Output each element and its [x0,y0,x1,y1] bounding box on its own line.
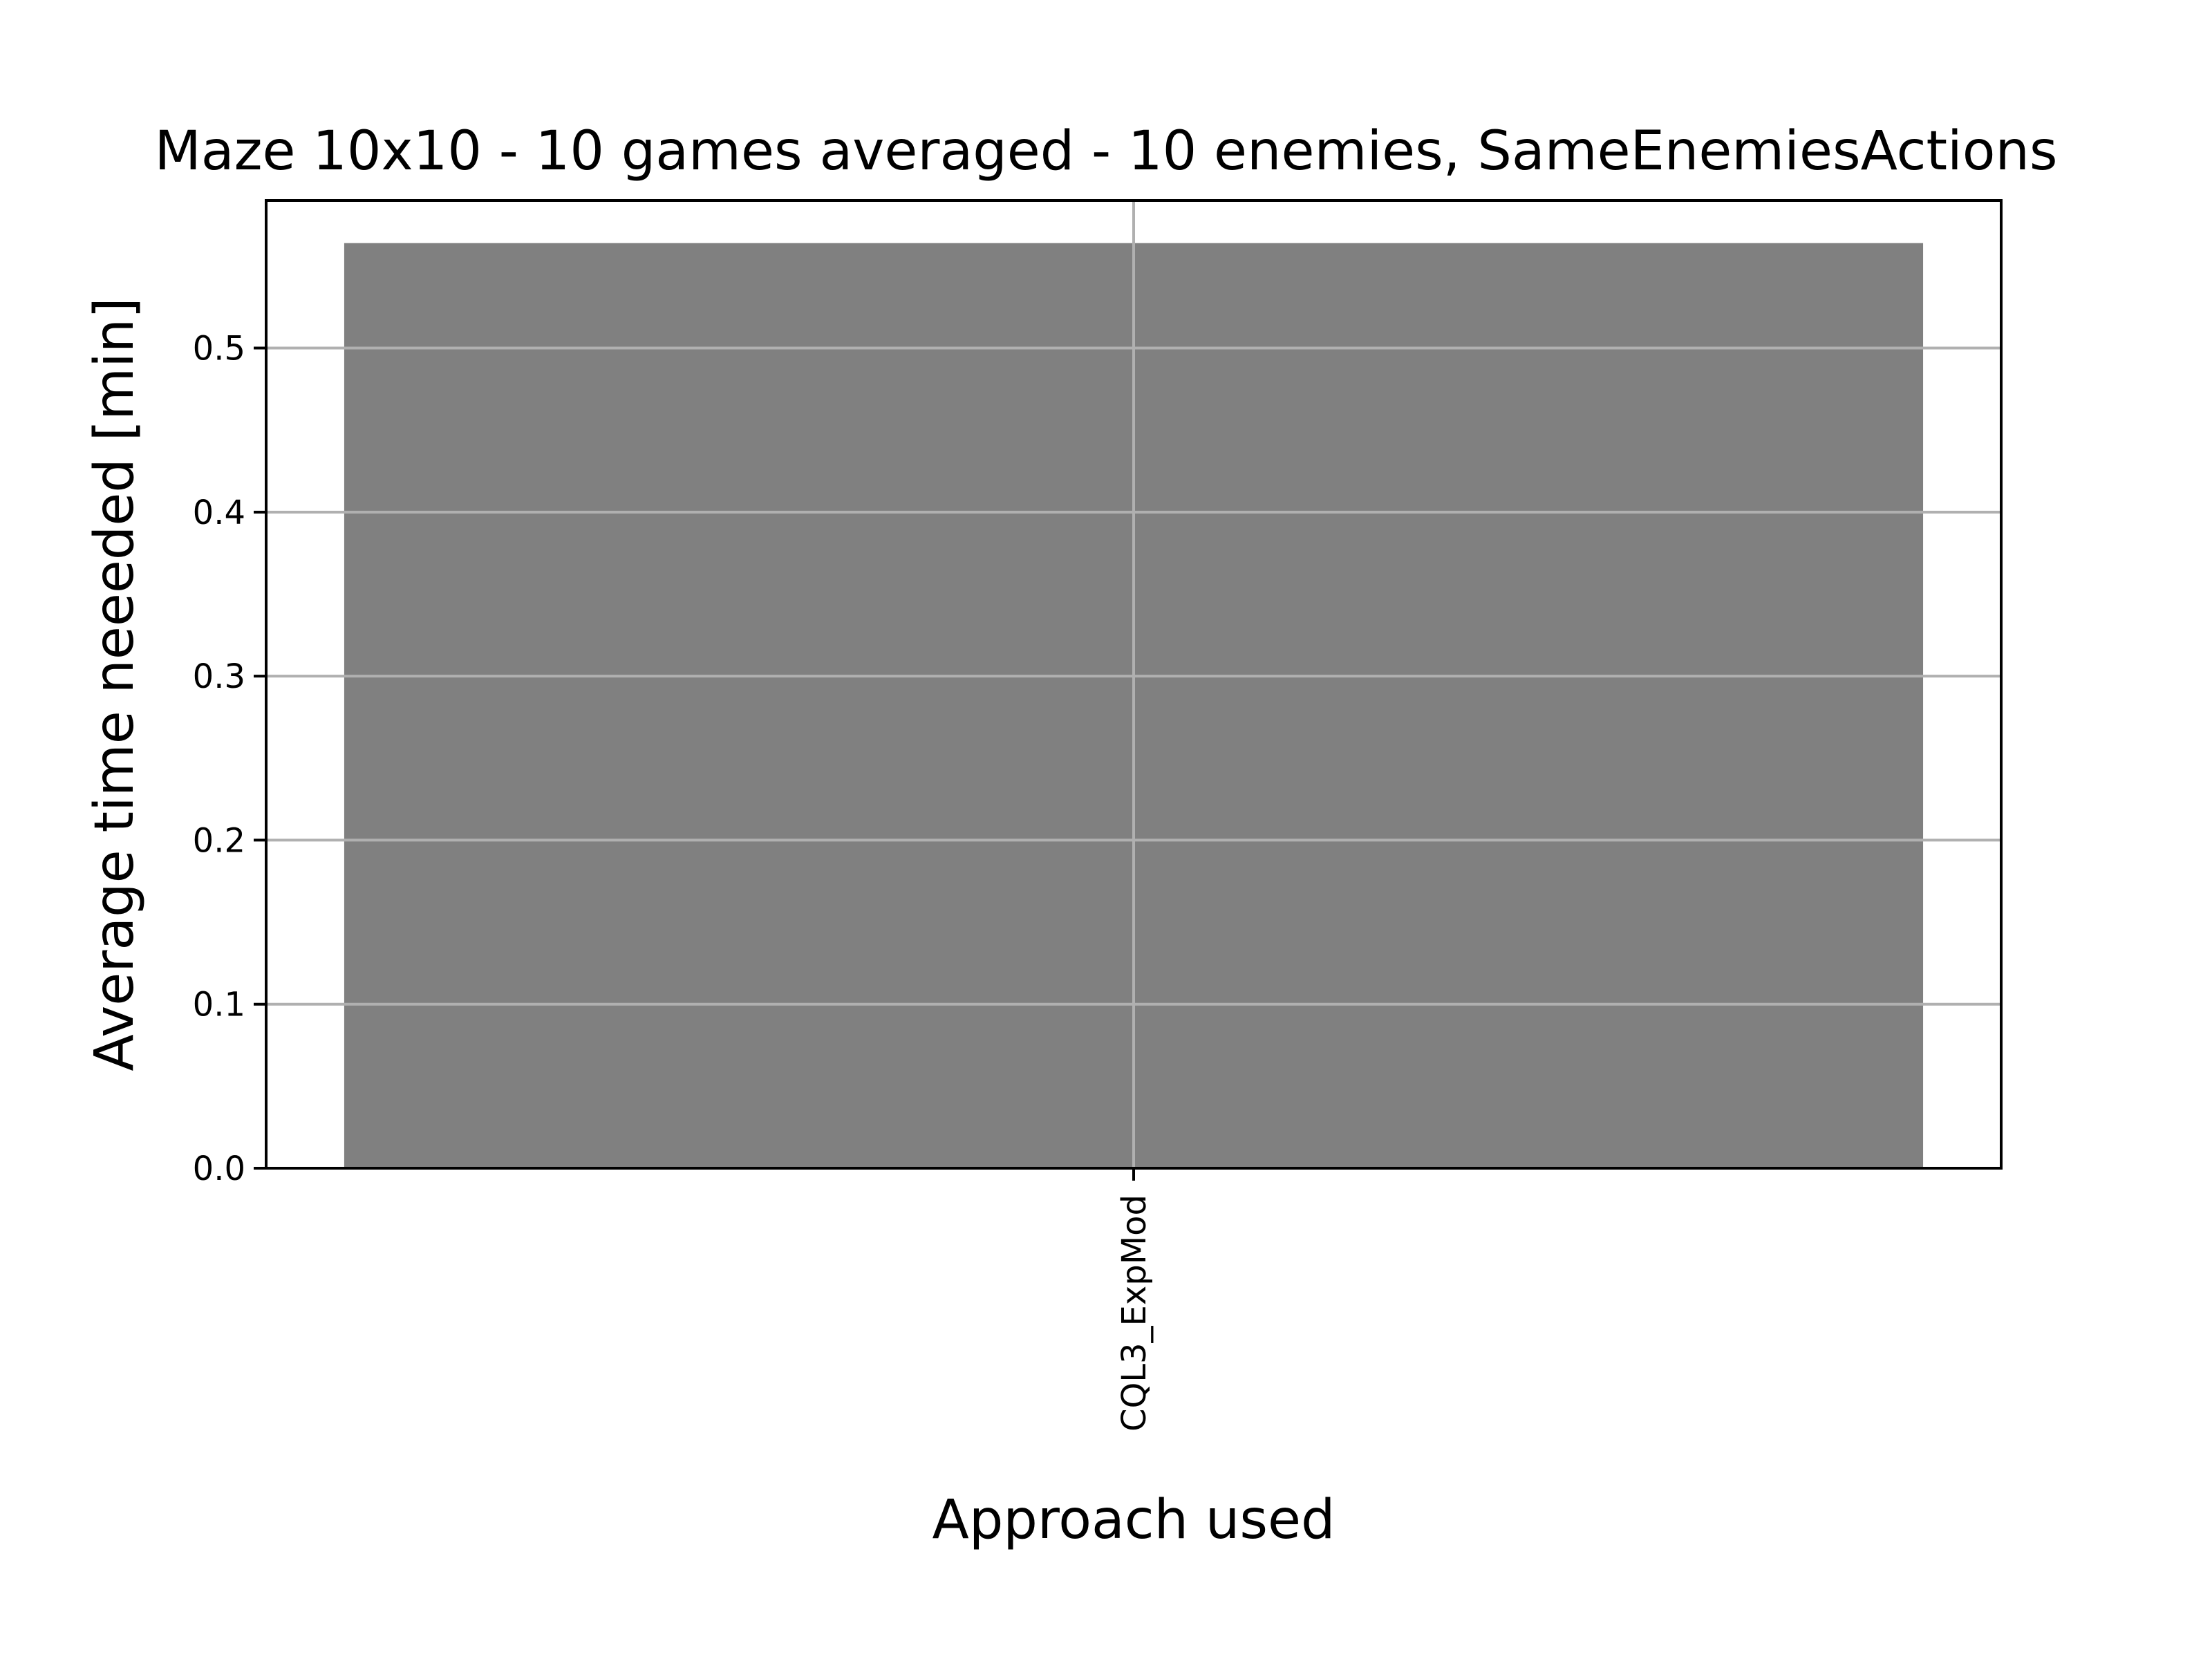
plot-area: 0.0 0.1 0.2 0.3 0.4 0.5 CQL3_ExpMod [193,199,2003,1432]
y-tick-label: 0.3 [193,657,245,696]
y-tick-label: 0.4 [193,494,245,532]
y-tick-label: 0.2 [193,821,245,860]
y-tick-label: 0.0 [193,1150,245,1188]
x-tick-label: CQL3_ExpMod [1115,1194,1154,1432]
chart-title: Maze 10x10 - 10 games averaged - 10 enem… [154,120,2057,182]
y-axis-label: Average time neeeded [min] [84,297,146,1071]
y-tick-label: 0.5 [193,330,245,368]
x-axis-label: Approach used [932,1489,1335,1551]
plot-frame [265,199,2003,1170]
y-tick-label: 0.1 [193,986,245,1024]
